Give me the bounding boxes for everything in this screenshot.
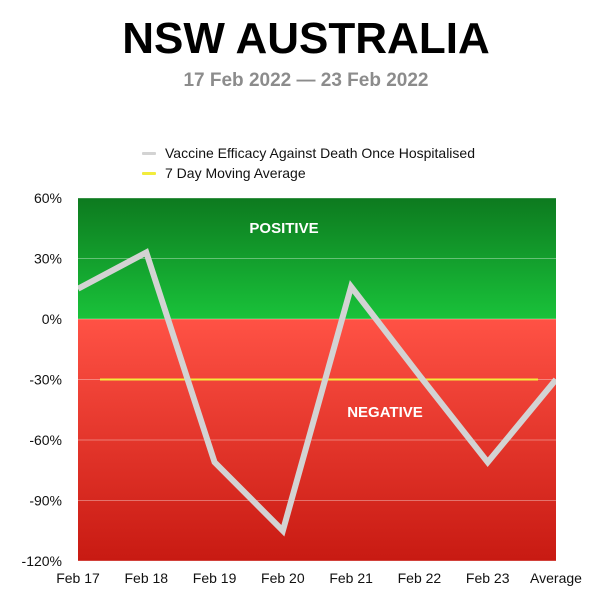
x-tick-label: Feb 22 [398,570,442,586]
y-tick-label: -120% [22,553,62,569]
x-tick-label: Feb 19 [193,570,237,586]
x-tick-label: Feb 17 [56,570,100,586]
negative-zone [78,319,556,561]
x-tick-label: Average [530,570,582,586]
legend-swatch-efficacy [142,151,156,155]
chart-title: NSW AUSTRALIA [122,14,490,63]
positive-zone [78,198,556,319]
chart-subtitle: 17 Feb 2022 — 23 Feb 2022 [183,70,429,91]
y-tick-label: 60% [34,190,62,206]
x-tick-label: Feb 23 [466,570,510,586]
legend-item-efficacy: Vaccine Efficacy Against Death Once Hosp… [142,143,475,163]
x-tick-label: Feb 18 [124,570,168,586]
legend-swatch-moving-average [142,171,156,175]
series-line-efficacy [78,248,556,537]
legend-label-moving-average: 7 Day Moving Average [165,165,306,181]
legend-item-moving-average: 7 Day Moving Average [142,163,475,183]
y-tick-label: -30% [29,372,62,388]
x-tick-label: Feb 20 [261,570,305,586]
negative-zone-label: NEGATIVE [347,404,423,421]
y-tick-label: 30% [34,251,62,267]
x-tick-label: Feb 21 [329,570,373,586]
y-tick-label: -60% [29,432,62,448]
y-tick-label: 0% [42,311,62,327]
y-tick-label: -90% [29,493,62,509]
legend-label-efficacy: Vaccine Efficacy Against Death Once Hosp… [165,145,475,161]
positive-zone-label: POSITIVE [249,220,318,237]
chart-legend: Vaccine Efficacy Against Death Once Hosp… [142,143,475,183]
